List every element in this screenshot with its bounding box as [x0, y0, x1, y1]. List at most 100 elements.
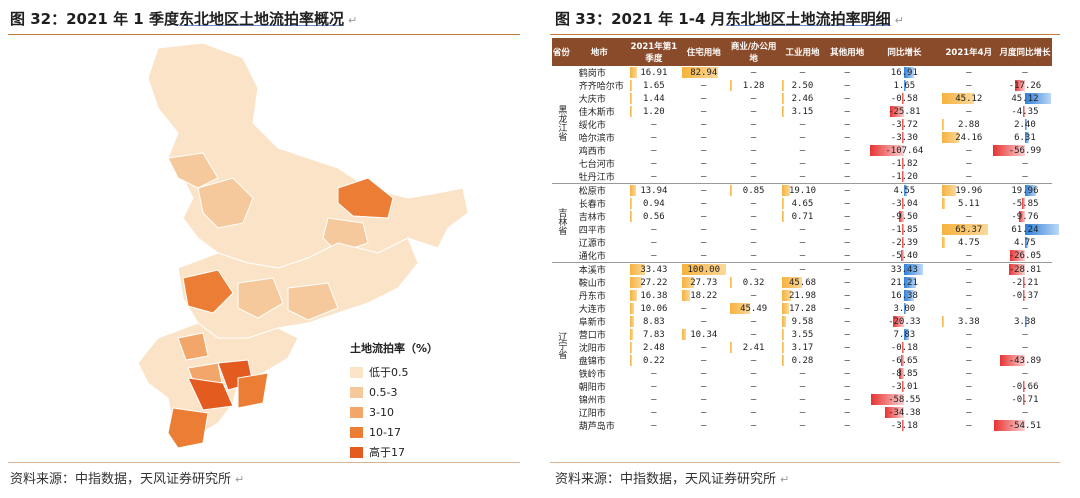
positive-bar: [904, 290, 914, 301]
value-bar: [629, 316, 634, 327]
cell-value: –: [844, 329, 850, 340]
table-cell: –: [940, 210, 998, 223]
cell-value: –: [1022, 407, 1028, 418]
province-name: 辽宁省: [556, 332, 567, 359]
negative-bar: [902, 158, 905, 169]
value-bar: [629, 93, 632, 104]
table-row: 长春市 0.94 – – 4.65 – -3.04 5.11 -5.85: [552, 197, 1052, 210]
table-cell: –: [825, 144, 869, 157]
table-row: 通化市 – – – – – -5.40 – -26.05: [552, 249, 1052, 263]
cell-value: –: [844, 158, 850, 169]
table-header-cell: 其他用地: [825, 38, 870, 66]
table-cell: –: [728, 210, 780, 223]
table-cell: -9.50: [869, 210, 940, 223]
positive-bar: [904, 67, 914, 78]
positive-bar: [904, 80, 907, 91]
cell-value: 27.22: [640, 277, 668, 288]
cell-value: –: [651, 250, 657, 261]
negative-bar: [1022, 290, 1025, 301]
positive-bar: [1024, 224, 1059, 235]
cell-value: –: [701, 171, 707, 182]
cell-value: –: [701, 342, 707, 353]
left-title-prefix: 图 32：2021 年 1 季度: [10, 10, 179, 28]
table-cell: –: [825, 223, 869, 236]
cell-value: –: [750, 132, 757, 143]
table-cell: –: [728, 223, 780, 236]
cell-value: –: [844, 119, 850, 130]
table-cell: –: [727, 262, 780, 276]
cell-value: –: [966, 342, 972, 353]
value-bar: [941, 198, 946, 209]
table-cell: –: [780, 380, 826, 393]
table-cell: –: [940, 276, 998, 289]
table-cell: 19.10: [779, 183, 826, 197]
city-name: 沈阳市: [578, 344, 606, 354]
legend-item: 3-10: [350, 402, 490, 422]
table-cell: –: [940, 249, 998, 263]
cell-value: –: [799, 171, 806, 182]
cell-value: -58.55: [888, 394, 921, 405]
table-cell: -4.35: [998, 105, 1052, 118]
cell-value: –: [750, 158, 757, 169]
table-cell: –: [779, 262, 826, 276]
table-cell: 2.48: [628, 341, 680, 354]
city-name: 朝阳市: [578, 383, 606, 393]
table-cell: –: [780, 249, 826, 263]
map-region-daqing: [197, 177, 254, 229]
table-cell: –: [825, 302, 869, 315]
cell-value: 19.96: [1011, 185, 1039, 196]
cell-value: –: [651, 394, 657, 405]
table-cell: 4.65: [780, 197, 826, 210]
table-cell: –: [825, 183, 870, 197]
table-cell: 1.65: [869, 79, 940, 92]
cell-value: -17.26: [1008, 80, 1042, 91]
cell-value: 2.40: [1014, 119, 1036, 130]
cell-value: -20.33: [888, 316, 921, 327]
legend-item: 高于17: [350, 442, 490, 462]
table-cell: 0.94: [628, 197, 680, 210]
cell-value: –: [966, 381, 972, 392]
table-cell: -3.72: [869, 118, 940, 131]
city-name: 辽阳市: [578, 409, 606, 419]
negative-bar: [902, 171, 905, 182]
map-region-songyuan: [182, 269, 234, 314]
positive-bar: [904, 264, 924, 275]
cell-value: 9.58: [791, 316, 814, 327]
table-cell: –: [728, 170, 780, 184]
table-cell: 1.28: [728, 79, 780, 92]
table-cell: –: [680, 144, 728, 157]
cell-value: -0.18: [890, 342, 918, 353]
table-cell: –: [680, 393, 728, 406]
cell-value: –: [750, 290, 757, 301]
value-bar: [729, 277, 732, 288]
table-cell: –: [680, 210, 728, 223]
table-row: 朝阳市 – – – – – -3.01 – -0.66: [552, 380, 1052, 393]
value-bar: [629, 67, 638, 78]
cell-value: –: [966, 264, 972, 275]
table-cell: -2.39: [869, 236, 940, 249]
cell-value: 2.48: [643, 342, 665, 353]
map-legend: 土地流拍率（%） 低于0.5 0.5-3 3-10 10-17 高于17: [350, 340, 490, 462]
negative-bar: [902, 237, 905, 248]
city-name: 通化市: [578, 252, 606, 262]
cell-value: -9.50: [890, 211, 918, 222]
table-cell: –: [825, 354, 869, 367]
table-cell: –: [998, 170, 1052, 184]
table-cell: 0.28: [780, 354, 826, 367]
value-bar: [941, 224, 989, 235]
cell-value: –: [844, 355, 850, 366]
land-auction-table: 省份 地市 2021年第1季度 住宅用地 商业/办公用地 工业用地 其他用地 同比增长 2021…: [552, 38, 1059, 432]
value-bar: [941, 119, 944, 130]
legend-swatch: [350, 366, 363, 378]
cell-value: 16.91: [890, 67, 918, 78]
cell-value: 16.38: [640, 290, 668, 301]
table-cell: -107.64: [869, 144, 940, 157]
cell-value: –: [844, 420, 850, 431]
city-name: 辽源市: [578, 239, 606, 249]
city-name: 葫芦岛市: [578, 422, 615, 432]
cell-value: –: [701, 250, 707, 261]
cell-value: -56.99: [1008, 145, 1042, 156]
value-bar: [781, 106, 784, 117]
table-row: 辽源市 – – – – – -2.39 4.75 4.75: [552, 236, 1052, 249]
negative-bar: [1000, 355, 1025, 366]
